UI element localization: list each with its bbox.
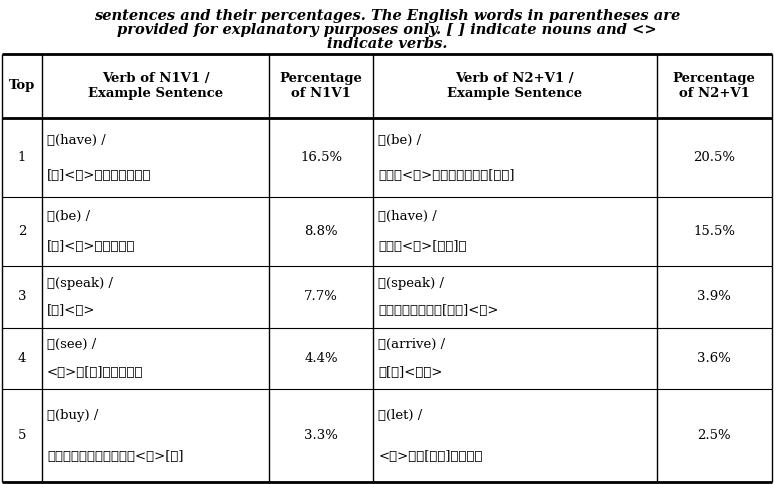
Text: 到(arrive) /: 到(arrive) / <box>378 338 445 351</box>
Text: 看(see) /: 看(see) / <box>47 338 96 351</box>
Text: 讓(let) /: 讓(let) / <box>378 409 423 422</box>
Text: sentences and their percentages. The English words in parentheses are: sentences and their percentages. The Eng… <box>94 9 680 23</box>
Text: 美國本土的人極少到那兒<買>[地]: 美國本土的人極少到那兒<買>[地] <box>47 450 183 463</box>
Text: 15.5%: 15.5% <box>694 225 735 238</box>
Text: 4.4%: 4.4% <box>304 352 338 365</box>
Text: 7.7%: 7.7% <box>304 290 338 303</box>
Text: 5: 5 <box>18 429 26 442</box>
Text: 有(have) /: 有(have) / <box>47 134 106 147</box>
Text: Percentage
of N2+V1: Percentage of N2+V1 <box>673 72 755 100</box>
Text: 說(speak) /: 說(speak) / <box>47 276 113 289</box>
Text: 4: 4 <box>18 352 26 365</box>
Text: indicate verbs.: indicate verbs. <box>327 37 447 51</box>
Text: 20.5%: 20.5% <box>694 151 735 164</box>
Text: 1: 1 <box>18 151 26 164</box>
Text: 說(speak) /: 說(speak) / <box>378 276 444 289</box>
Text: 3: 3 <box>18 290 26 303</box>
Text: 是(be) /: 是(be) / <box>47 210 90 223</box>
Text: 買(buy) /: 買(buy) / <box>47 409 98 422</box>
Text: 是不是<有>[問題]了: 是不是<有>[問題]了 <box>378 240 467 253</box>
Text: Percentage
of N1V1: Percentage of N1V1 <box>279 72 362 100</box>
Text: 3.3%: 3.3% <box>304 429 338 442</box>
Text: 3.6%: 3.6% <box>697 352 731 365</box>
Text: 2.5%: 2.5% <box>697 429 731 442</box>
Text: 16.5%: 16.5% <box>300 151 342 164</box>
Text: 3.9%: 3.9% <box>697 290 731 303</box>
Text: <看>著[它]被卡車載走: <看>著[它]被卡車載走 <box>47 365 143 378</box>
Text: <讓>現職[人員]無處棲身: <讓>現職[人員]無處棲身 <box>378 450 483 463</box>
Text: [它]<是>做人的根本: [它]<是>做人的根本 <box>47 240 135 253</box>
Text: 而談到成功的秘診[妮娟]<說>: 而談到成功的秘診[妮娟]<說> <box>378 304 498 317</box>
Text: [我]<有>九項獲參賽資格: [我]<有>九項獲參賽資格 <box>47 168 152 182</box>
Text: [他]<說>: [他]<說> <box>47 304 95 317</box>
Text: 再來就<是>一間陳列樂器的[房子]: 再來就<是>一間陳列樂器的[房子] <box>378 168 515 182</box>
Text: Verb of N1V1 /
Example Sentence: Verb of N1V1 / Example Sentence <box>88 72 223 100</box>
Text: Top: Top <box>9 79 35 92</box>
Text: 是(be) /: 是(be) / <box>378 134 421 147</box>
Text: 有(have) /: 有(have) / <box>378 210 437 223</box>
Text: 一[到]<陰天>: 一[到]<陰天> <box>378 365 443 378</box>
Text: provided for explanatory purposes only. [ ] indicate nouns and <>: provided for explanatory purposes only. … <box>117 23 657 37</box>
Text: 8.8%: 8.8% <box>304 225 338 238</box>
Text: 2: 2 <box>18 225 26 238</box>
Text: Verb of N2+V1 /
Example Sentence: Verb of N2+V1 / Example Sentence <box>447 72 582 100</box>
